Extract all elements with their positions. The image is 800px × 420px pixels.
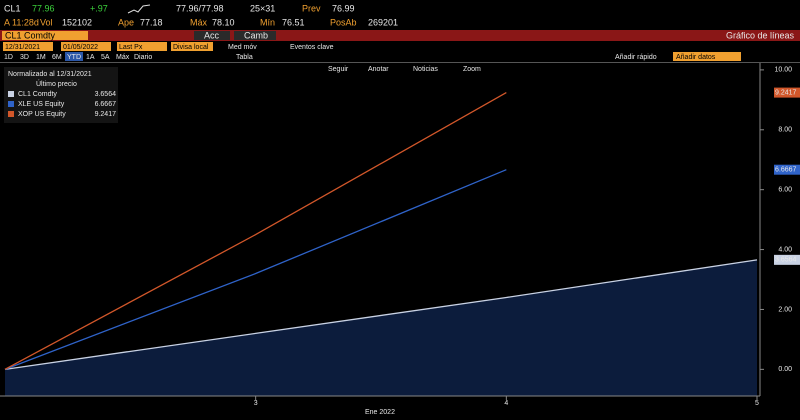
chart-tool[interactable]: Seguir [328,66,349,73]
line [4,259,758,370]
ticker: CL1 [4,3,21,13]
chart-tool[interactable]: Zoom [463,66,481,73]
legend-value: 3.6564 [95,91,117,98]
moving-avg[interactable]: Med móv [228,44,257,51]
legend-box [4,67,118,123]
last-value-box [774,164,800,175]
period-button[interactable]: YTD [67,54,81,61]
low-label: Mín [260,17,275,27]
last: 77.96 [32,3,55,13]
x-axis-label: Ene 2022 [365,409,395,416]
legend-name: XOP US Equity [18,111,66,118]
last-value-box [774,254,800,265]
line [4,169,507,370]
low: 76.51 [282,17,305,27]
legend-swatch [8,101,14,107]
legend-name: CL1 Comdty [18,91,57,98]
x-tick-label: 4 [504,400,508,407]
oi-label: PosAb [330,17,357,27]
legend-name: XLE US Equity [18,101,65,108]
field[interactable]: Last Px [119,44,143,51]
add-data-box[interactable] [673,52,741,61]
x-tick-label: 3 [254,400,258,407]
start-date[interactable]: 12/31/2021 [5,44,40,51]
last-value-label: 6.6667 [775,167,797,174]
legend-swatch [8,111,14,117]
high-label: Máx [190,17,208,27]
period-button[interactable]: 1A [86,54,95,61]
bid-ask: 77.96/77.98 [176,3,224,13]
table[interactable]: Tabla [236,54,253,61]
legend-swatch [8,91,14,97]
quick-add[interactable]: Añadir rápido [615,54,657,61]
end-date[interactable]: 01/05/2022 [63,44,98,51]
legend-title: Normalizado al 12/31/2021 [8,71,92,78]
vol-label: Vol [40,17,53,27]
currency-box[interactable] [171,42,213,51]
security[interactable]: CL1 Comdty [5,30,56,40]
chart-tool[interactable]: Noticias [413,66,438,73]
chart-tool[interactable]: Anotar [368,66,389,73]
field-box[interactable] [117,42,167,51]
y-tick-label: 10.00 [774,67,792,74]
view-name: Gráfico de líneas [726,30,795,40]
time: A 11:28d [4,17,39,27]
period-button[interactable]: 5A [101,54,110,61]
period-button[interactable]: 1M [36,54,46,61]
change-view[interactable]: Camb [244,30,268,40]
period-button[interactable]: Máx [116,54,130,61]
y-tick-label: 8.00 [778,127,792,134]
currency[interactable]: Divisa local [173,44,209,51]
last-value-label: 9.2417 [775,89,797,96]
prev: 76.99 [332,3,355,13]
y-tick-label: 6.00 [778,187,792,194]
area [5,259,757,396]
last-value-box [774,87,800,98]
change-button[interactable] [234,31,276,40]
change: +.97 [90,3,108,13]
period-bar: 1D 3D 1M 6M YTD 1A 5A Máx Diario [4,52,152,61]
line [4,92,507,370]
add-data[interactable]: Añadir datos [676,54,716,61]
y-tick-label: 4.00 [778,246,792,253]
actions[interactable]: Acc [204,30,220,40]
open-label: Ape [118,17,134,27]
x-tick-label: 5 [755,400,759,407]
start-box[interactable] [3,42,53,51]
sparkline [127,4,151,14]
legend-subtitle: Último precio [36,79,77,88]
chart-tools: Seguir Anotar Noticias Zoom [328,66,481,73]
end-box[interactable] [61,42,111,51]
open: 77.18 [140,17,163,27]
high: 78.10 [212,17,235,27]
legend-value: 9.2417 [95,111,117,118]
prev-label: Prev [302,3,321,13]
command-bar [0,30,800,41]
oi: 269201 [368,17,398,27]
vol: 152102 [62,17,92,27]
period-button[interactable]: Diario [134,54,152,61]
plot: 0.00 2.00 4.00 6.00 8.00 10.00 3 4 5 3.6564 6.6667… [0,63,800,407]
y-tick-label: 0.00 [778,366,792,373]
period-button[interactable]: 6M [52,54,62,61]
security-box[interactable] [2,31,88,40]
y-tick-label: 2.00 [778,306,792,313]
period-button[interactable]: 1D [4,54,13,61]
last-value-label: 3.6564 [775,257,797,264]
size: 25×31 [250,3,275,13]
period-selected[interactable] [65,52,83,61]
period-button[interactable]: 3D [20,54,29,61]
events[interactable]: Eventos clave [290,44,334,51]
legend-value: 6.6667 [95,101,117,108]
actions-button[interactable] [194,31,230,40]
